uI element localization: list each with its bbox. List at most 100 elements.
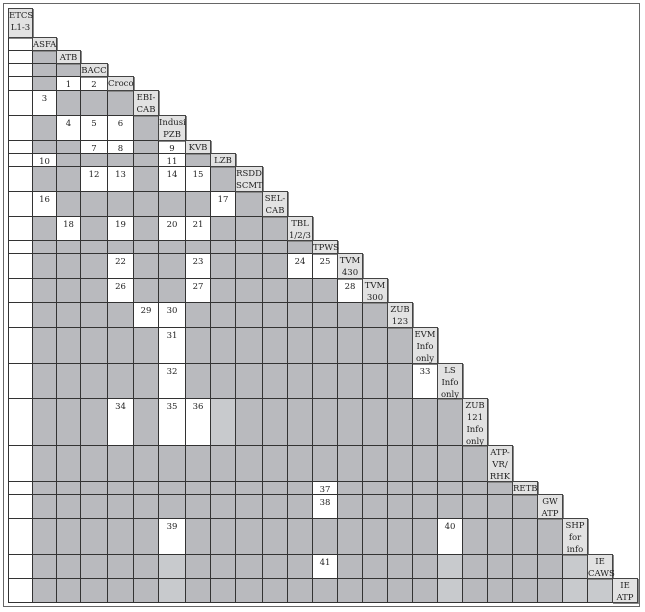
shaded-cell <box>80 494 108 519</box>
shaded-cell <box>185 191 211 217</box>
note-cell: 33 <box>412 363 438 399</box>
shaded-cell <box>362 494 388 519</box>
shaded-cell <box>362 302 388 328</box>
shaded-cell <box>107 518 134 555</box>
shaded-cell <box>262 363 288 399</box>
shaded-cell <box>287 240 313 254</box>
shaded-cell <box>210 494 236 519</box>
shaded-cell <box>56 363 81 399</box>
shaded-cell <box>80 216 108 241</box>
note-cell: 19 <box>107 216 134 241</box>
shaded-cell <box>80 518 108 555</box>
shaded-cell <box>337 363 363 399</box>
note-cell: 36 <box>185 398 211 446</box>
shaded-cell <box>262 278 288 303</box>
system-header: ATB <box>56 50 81 64</box>
note-cell: 9 <box>158 140 186 154</box>
shaded-cell <box>412 398 438 446</box>
shaded-cell <box>80 278 108 303</box>
shaded-cell <box>562 578 588 603</box>
shaded-cell <box>56 578 81 603</box>
shaded-cell <box>337 494 363 519</box>
system-header: Indusi PZB <box>158 115 186 141</box>
shaded-cell <box>210 253 236 279</box>
shaded-cell <box>262 253 288 279</box>
shaded-cell <box>185 302 211 328</box>
system-header: IE ATP <box>612 578 638 603</box>
shaded-cell <box>185 554 211 579</box>
shaded-cell <box>235 445 263 482</box>
shaded-cell <box>312 518 338 555</box>
shaded-cell <box>133 278 159 303</box>
shaded-cell <box>133 327 159 364</box>
shaded-cell <box>107 90 134 116</box>
note-cell: 21 <box>185 216 211 241</box>
blank-cell <box>8 63 33 77</box>
shaded-cell <box>412 481 438 495</box>
shaded-cell <box>512 554 538 579</box>
note-cell: 34 <box>107 398 134 446</box>
blank-cell <box>8 37 33 51</box>
shaded-cell <box>210 445 236 482</box>
shaded-cell <box>312 445 338 482</box>
shaded-cell <box>210 216 236 241</box>
shaded-cell <box>133 554 159 579</box>
note-cell: 32 <box>158 363 186 399</box>
shaded-cell <box>437 578 463 603</box>
shaded-cell <box>158 578 186 603</box>
shaded-cell <box>412 554 438 579</box>
shaded-cell <box>56 494 81 519</box>
shaded-cell <box>387 578 413 603</box>
note-cell: 8 <box>107 140 134 154</box>
shaded-cell <box>158 278 186 303</box>
shaded-cell <box>462 445 488 482</box>
shaded-cell <box>56 191 81 217</box>
shaded-cell <box>32 253 57 279</box>
shaded-cell <box>158 494 186 519</box>
shaded-cell <box>185 494 211 519</box>
shaded-cell <box>287 398 313 446</box>
shaded-cell <box>262 302 288 328</box>
system-header: EBI- CAB <box>133 90 159 116</box>
shaded-cell <box>362 398 388 446</box>
shaded-cell <box>185 327 211 364</box>
table-frame <box>3 3 640 607</box>
shaded-cell <box>80 240 108 254</box>
shaded-cell <box>487 494 513 519</box>
shaded-cell <box>107 302 134 328</box>
shaded-cell <box>262 578 288 603</box>
shaded-cell <box>32 398 57 446</box>
note-cell: 7 <box>80 140 108 154</box>
shaded-cell <box>56 153 81 167</box>
shaded-cell <box>56 140 81 154</box>
note-cell: 13 <box>107 166 134 192</box>
shaded-cell <box>185 518 211 555</box>
shaded-cell <box>80 481 108 495</box>
shaded-cell <box>133 445 159 482</box>
shaded-cell <box>133 398 159 446</box>
shaded-cell <box>185 363 211 399</box>
shaded-cell <box>32 363 57 399</box>
note-cell: 28 <box>337 278 363 303</box>
system-header: LS Info only <box>437 363 463 400</box>
shaded-cell <box>235 278 263 303</box>
shaded-cell <box>32 166 57 192</box>
system-header: LZB <box>210 153 236 167</box>
shaded-cell <box>56 481 81 495</box>
shaded-cell <box>185 153 211 167</box>
shaded-cell <box>362 518 388 555</box>
system-header: TVM 300 <box>362 278 388 303</box>
shaded-cell <box>133 481 159 495</box>
note-cell: 12 <box>80 166 108 192</box>
shaded-cell <box>235 302 263 328</box>
blank-cell <box>8 76 33 91</box>
shaded-cell <box>235 481 263 495</box>
shaded-cell <box>210 398 236 446</box>
shaded-cell <box>487 578 513 603</box>
shaded-cell <box>56 327 81 364</box>
shaded-cell <box>262 481 288 495</box>
shaded-cell <box>462 518 488 555</box>
shaded-cell <box>287 327 313 364</box>
shaded-cell <box>133 494 159 519</box>
shaded-cell <box>312 578 338 603</box>
